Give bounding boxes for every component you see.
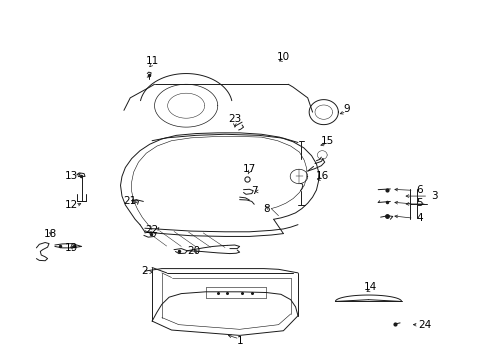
Text: 9: 9 xyxy=(343,104,349,113)
Text: 19: 19 xyxy=(65,243,79,253)
Text: 12: 12 xyxy=(65,200,79,210)
Text: 24: 24 xyxy=(417,320,430,330)
Text: 22: 22 xyxy=(145,225,159,235)
Text: 7: 7 xyxy=(250,186,257,196)
Text: 14: 14 xyxy=(364,282,377,292)
Text: 21: 21 xyxy=(123,197,137,206)
Text: 6: 6 xyxy=(415,185,422,195)
Text: 2: 2 xyxy=(141,266,148,276)
Text: 17: 17 xyxy=(242,163,255,174)
Text: 10: 10 xyxy=(276,52,289,62)
Text: 23: 23 xyxy=(228,114,241,124)
Text: 15: 15 xyxy=(320,136,333,146)
Text: 5: 5 xyxy=(415,198,422,208)
Text: 20: 20 xyxy=(186,247,200,256)
Text: 16: 16 xyxy=(315,171,328,181)
Text: 1: 1 xyxy=(236,336,243,346)
Text: 8: 8 xyxy=(263,203,269,213)
Text: 11: 11 xyxy=(145,57,159,66)
Text: 4: 4 xyxy=(415,212,422,222)
Text: 18: 18 xyxy=(43,229,57,239)
Text: 3: 3 xyxy=(430,191,437,201)
Text: 13: 13 xyxy=(65,171,79,181)
